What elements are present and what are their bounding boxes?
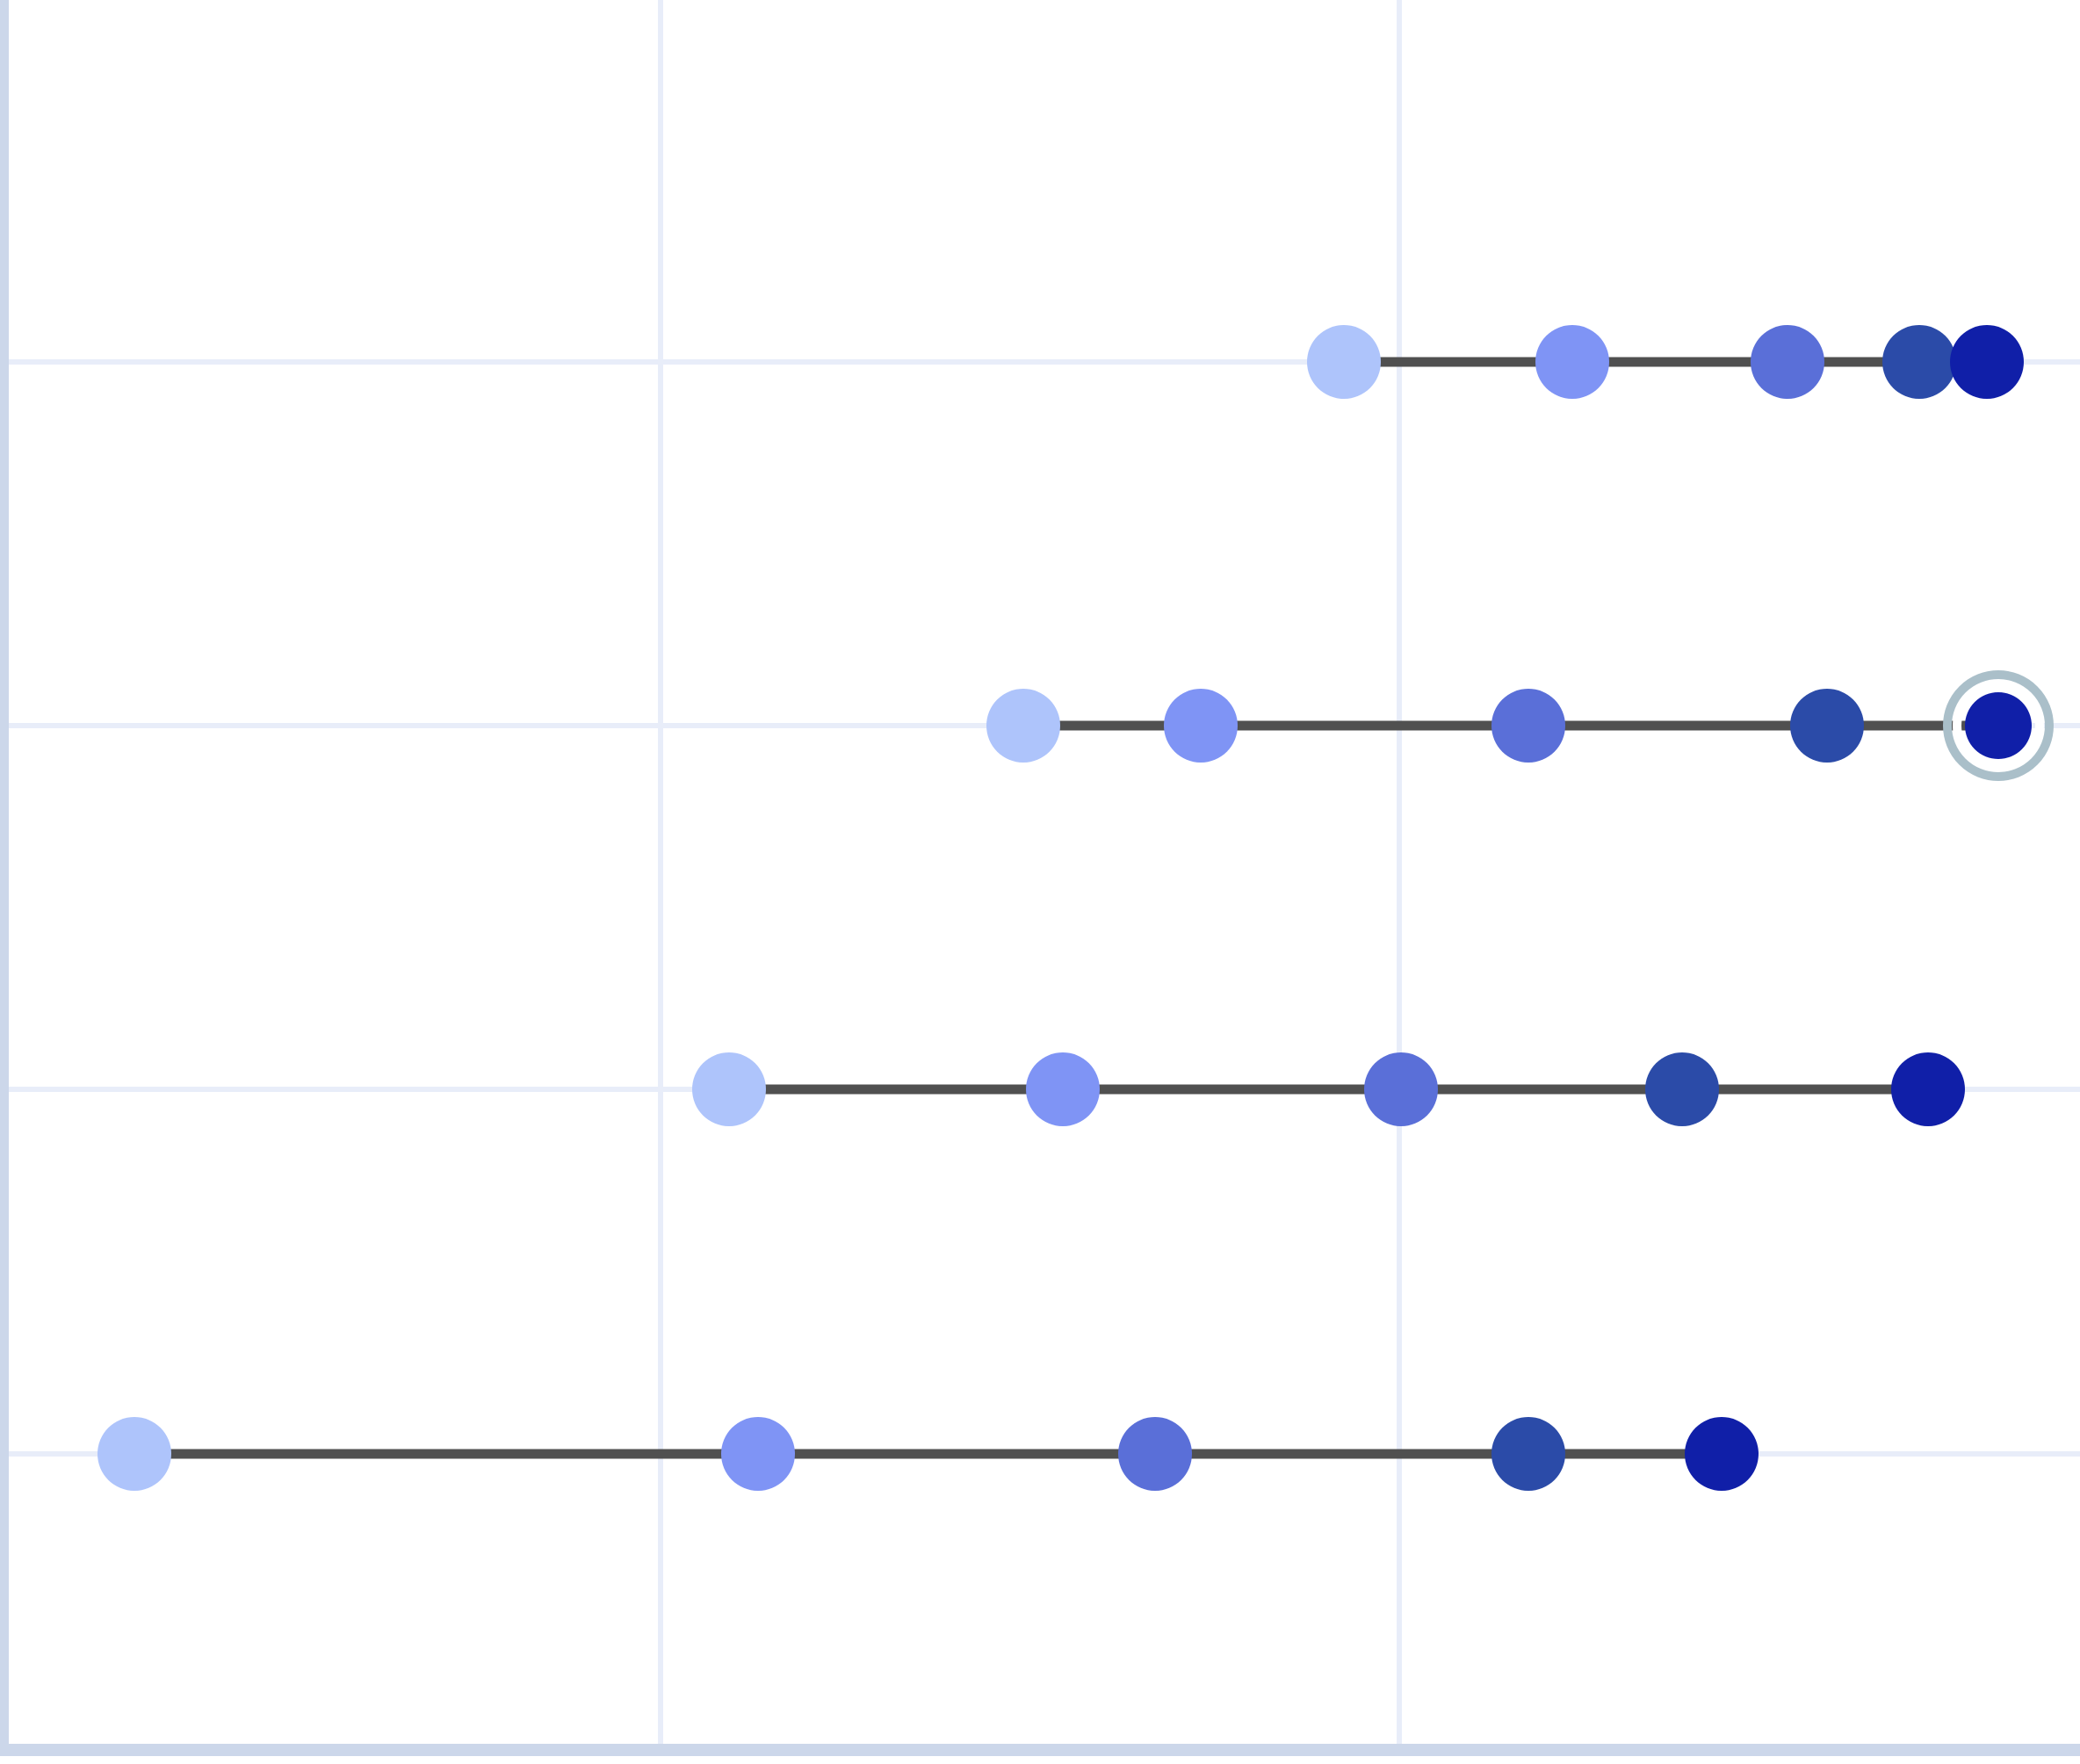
data-point-dot[interactable] bbox=[98, 1417, 171, 1491]
data-point-dot[interactable] bbox=[1645, 1052, 1719, 1126]
data-point-dot[interactable] bbox=[1364, 1052, 1438, 1126]
data-point-dot[interactable] bbox=[1164, 689, 1238, 763]
data-point-dot[interactable] bbox=[1891, 1052, 1965, 1126]
data-point-dot[interactable] bbox=[1491, 1417, 1565, 1491]
data-point-dot[interactable] bbox=[1685, 1417, 1759, 1491]
data-point-dot[interactable] bbox=[1535, 325, 1609, 399]
data-point-dot[interactable] bbox=[1491, 689, 1565, 763]
data-point-dot[interactable] bbox=[1118, 1417, 1192, 1491]
data-point-dot[interactable] bbox=[1950, 325, 2024, 399]
selection-ring-gap bbox=[1953, 680, 2044, 771]
data-point-dot[interactable] bbox=[1790, 689, 1864, 763]
data-point-dot[interactable] bbox=[721, 1417, 795, 1491]
data-point-dot[interactable] bbox=[1751, 325, 1824, 399]
data-point-dot[interactable] bbox=[692, 1052, 766, 1126]
selection-ring bbox=[1943, 670, 2054, 781]
data-point-dot[interactable] bbox=[1307, 325, 1381, 399]
data-point-dot[interactable] bbox=[1882, 325, 1956, 399]
data-points[interactable] bbox=[98, 325, 2054, 1491]
data-point-dot[interactable] bbox=[1026, 1052, 1100, 1126]
data-point-dot[interactable] bbox=[986, 689, 1060, 763]
data-point-dot[interactable] bbox=[1965, 692, 2032, 759]
